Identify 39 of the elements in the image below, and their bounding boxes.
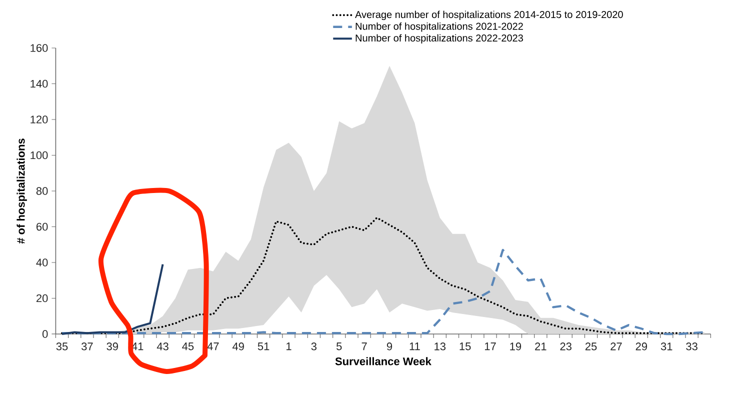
x-tick-label: 33	[686, 342, 698, 350]
legend-label: Number of hospitalizations 2022-2023	[356, 34, 523, 44]
x-tick-label: 39	[106, 342, 118, 350]
y-tick-label: 40	[36, 258, 48, 266]
x-tick-label: 47	[207, 342, 219, 350]
legend-label: Average number of hospitalizations 2014-2015 to 2019-2020	[355, 10, 623, 20]
x-tick-label: 29	[636, 342, 648, 350]
x-tick-label: 37	[82, 342, 93, 350]
x-tick-label: 23	[560, 342, 572, 350]
x-tick-label: 7	[362, 342, 367, 350]
y-tick-label: 100	[30, 151, 48, 160]
x-tick-label: 1	[286, 342, 292, 350]
x-tick-label: 31	[660, 342, 672, 350]
y-tick-label: 140	[30, 80, 48, 88]
x-tick-label: 35	[56, 342, 68, 350]
x-tick-label: 9	[386, 342, 392, 350]
x-tick-label: 51	[258, 342, 270, 350]
y-tick-label: 0	[42, 330, 48, 338]
x-tick-label: 13	[434, 342, 446, 350]
y-tick-label: 60	[36, 222, 48, 231]
x-tick-label: 3	[311, 342, 316, 350]
x-tick-label: 27	[610, 342, 622, 350]
x-tick-label: 45	[182, 342, 194, 350]
y-tick-label: 20	[36, 294, 48, 302]
x-tick-label: 25	[585, 342, 597, 350]
y-axis-title: # of hospitalizations	[16, 138, 27, 244]
y-tick-label: 80	[36, 187, 48, 195]
y-tick-label: 160	[30, 44, 48, 52]
y-tick-label: 120	[30, 116, 48, 124]
x-tick-label: 17	[484, 342, 496, 350]
x-axis-title: Surveillance Week	[335, 357, 432, 366]
x-tick-label: 11	[410, 342, 420, 350]
x-tick-label: 49	[232, 342, 244, 350]
legend-label: Number of hospitalizations 2021-2022	[356, 22, 523, 32]
x-tick-label: 5	[336, 342, 342, 350]
x-tick-label: 43	[156, 342, 168, 350]
x-tick-label: 21	[535, 342, 546, 350]
x-tick-label: 15	[460, 342, 471, 350]
x-tick-label: 19	[510, 342, 522, 350]
